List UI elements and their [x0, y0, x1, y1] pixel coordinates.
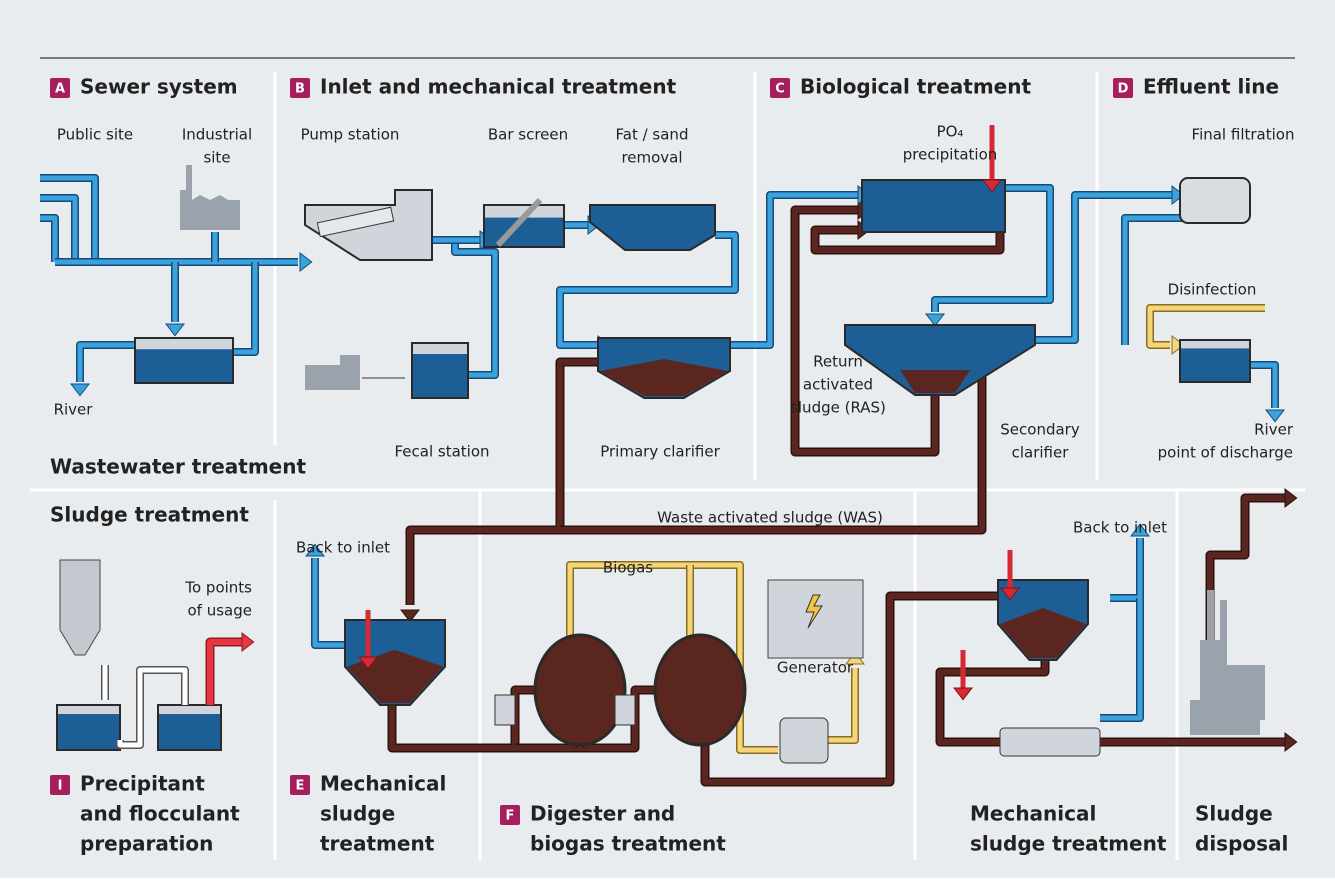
section-title: Sludge [1195, 802, 1273, 826]
badge-letter: C [775, 82, 785, 97]
aeration [862, 180, 1005, 232]
badge-letter: E [296, 779, 305, 794]
badge-letter: F [506, 809, 515, 824]
section-title: sludge treatment [970, 832, 1167, 856]
label: Back to inlet [296, 539, 390, 557]
group-title: Sludge treatment [50, 503, 249, 527]
label: point of discharge [1158, 444, 1293, 462]
heat-exchanger [615, 695, 635, 725]
section-title: preparation [80, 832, 213, 856]
heat-exchanger [495, 695, 515, 725]
water [58, 714, 119, 749]
filter [1180, 178, 1250, 223]
digester [535, 635, 625, 745]
diagram: A Sewer system B Inlet and mechanical treat… [0, 0, 1335, 878]
label: Return [813, 353, 863, 371]
label: Generator [777, 659, 854, 677]
label: River [54, 401, 94, 419]
gas-holder [780, 718, 828, 763]
label: precipitation [903, 146, 998, 164]
badge-letter: A [55, 82, 65, 97]
section-title: treatment [320, 832, 435, 856]
section-title: Precipitant [80, 772, 205, 796]
section-title: biogas treatment [530, 832, 726, 856]
label: PO₄ [937, 123, 964, 141]
badge-letter: I [58, 779, 63, 794]
water [485, 218, 563, 246]
label: To points [184, 579, 252, 597]
label: Fecal station [394, 443, 489, 461]
label: clarifier [1012, 444, 1070, 462]
section-title: Sewer system [80, 75, 238, 99]
label: Disinfection [1168, 281, 1257, 299]
label: Back to inlet [1073, 519, 1167, 537]
label: Industrial [182, 126, 252, 144]
label: Secondary [1000, 421, 1080, 439]
water [1181, 348, 1249, 381]
section-title: Digester and [530, 802, 675, 826]
label: Waste activated sludge (WAS) [657, 509, 883, 527]
label: site [203, 149, 230, 167]
label: Fat / sand [616, 126, 689, 144]
water [159, 714, 220, 749]
label: activated [803, 376, 873, 394]
digester [655, 635, 745, 745]
badge-letter: B [295, 82, 305, 97]
label: Biogas [603, 559, 653, 577]
label: removal [621, 149, 682, 167]
generator-box [768, 580, 863, 658]
label: of usage [188, 602, 253, 620]
page: A Sewer system B Inlet and mechanical treat… [0, 0, 1335, 882]
group-title: Wastewater treatment [50, 455, 306, 479]
label: Final filtration [1192, 126, 1295, 144]
section-title: Mechanical [320, 772, 446, 796]
dumper [1190, 700, 1260, 735]
label: sludge (RAS) [790, 399, 886, 417]
section-title: disposal [1195, 832, 1288, 856]
section-title: Biological treatment [800, 75, 1031, 99]
label: Bar screen [488, 126, 568, 144]
section-title: Effluent line [1143, 75, 1279, 99]
section-title: Mechanical [970, 802, 1096, 826]
label: River [1254, 421, 1294, 439]
label: Pump station [301, 126, 400, 144]
label: Public site [57, 126, 133, 144]
label: Primary clarifier [600, 443, 720, 461]
press [1000, 728, 1100, 756]
badge-letter: D [1118, 82, 1129, 97]
silo [60, 560, 100, 655]
section-title: Inlet and mechanical treatment [320, 75, 677, 99]
section-title: and flocculant [80, 802, 240, 826]
water [413, 354, 467, 397]
water [136, 349, 232, 382]
section-title: sludge [320, 802, 395, 826]
